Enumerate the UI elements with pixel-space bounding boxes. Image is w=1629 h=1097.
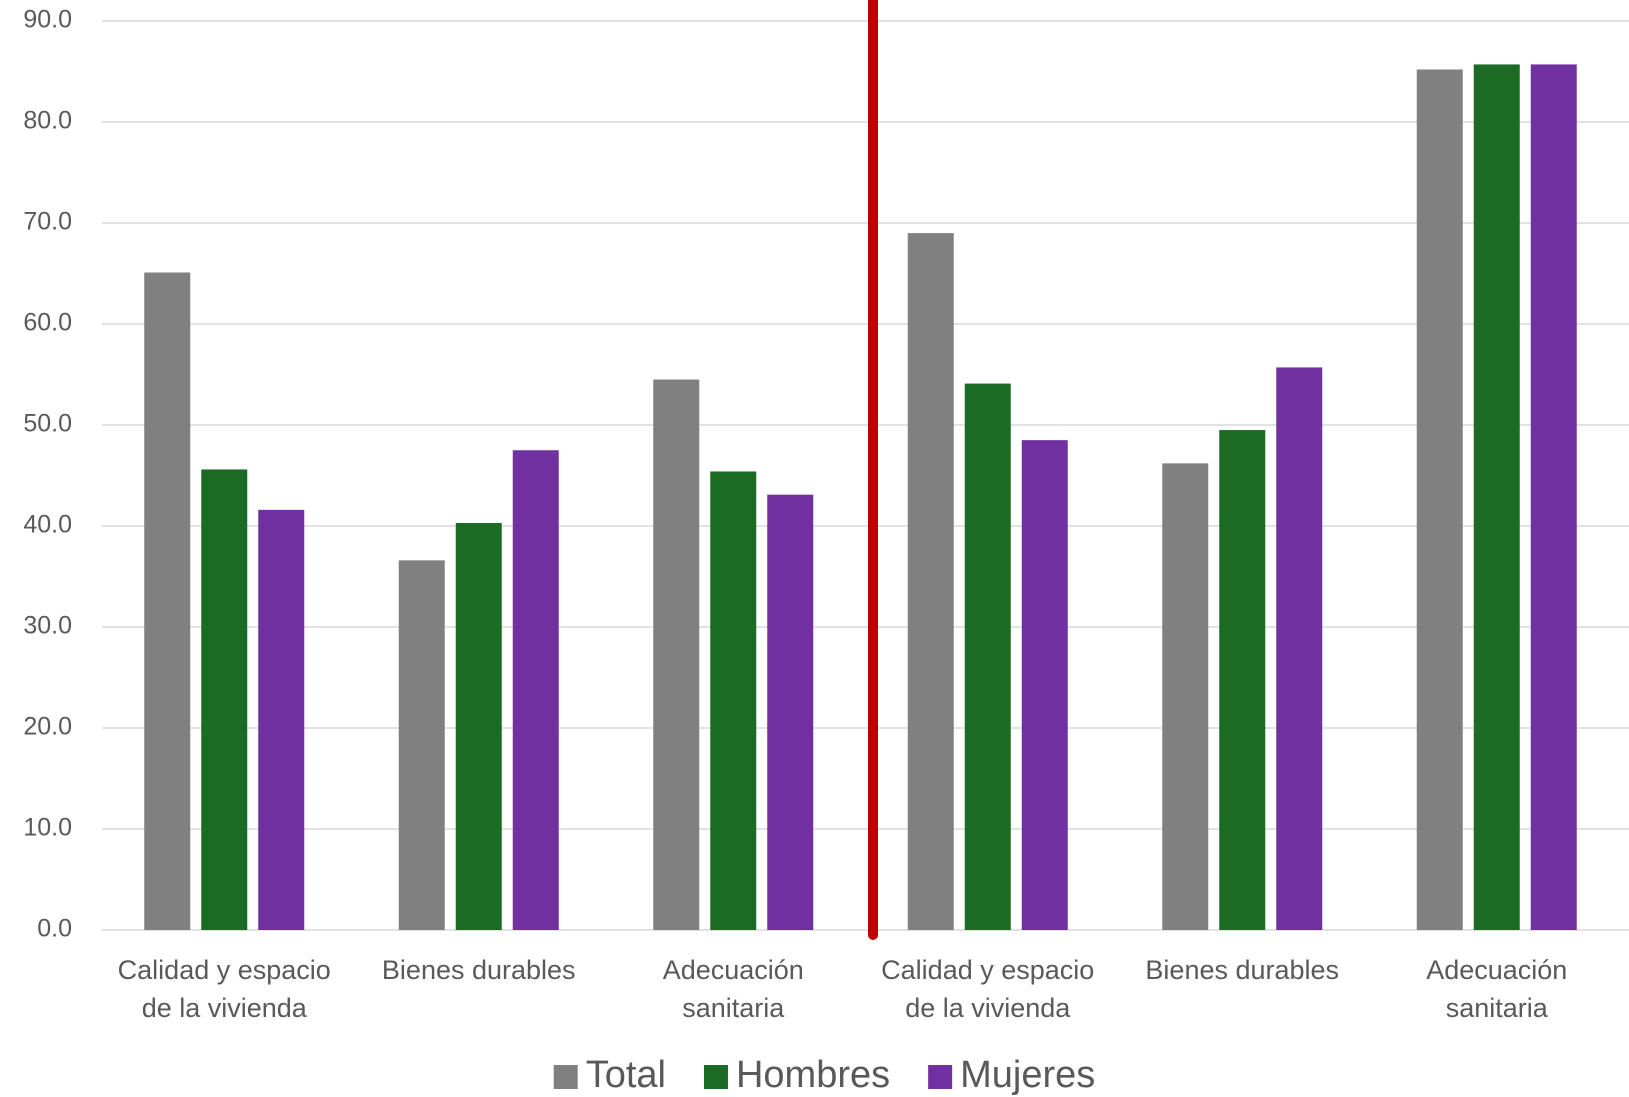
x-tick-label: Calidad y espacio bbox=[118, 955, 331, 985]
x-tick-label: Calidad y espacio bbox=[881, 955, 1094, 985]
legend-label: Mujeres bbox=[960, 1054, 1095, 1096]
bar bbox=[398, 560, 445, 930]
y-tick-label: 90.0 bbox=[23, 6, 72, 34]
bar bbox=[1473, 64, 1520, 931]
x-tick-label: de la vivienda bbox=[905, 993, 1071, 1023]
bar bbox=[258, 509, 305, 930]
legend-label: Total bbox=[586, 1054, 666, 1096]
bar bbox=[767, 494, 814, 930]
x-tick-label: de la vivienda bbox=[142, 993, 308, 1023]
y-tick-label: 0.0 bbox=[37, 915, 72, 943]
x-tick-label: sanitaria bbox=[1446, 993, 1549, 1023]
y-tick-label: 80.0 bbox=[23, 107, 72, 135]
x-tick-label: Bienes durables bbox=[382, 955, 576, 985]
bar bbox=[144, 272, 191, 930]
bar bbox=[964, 383, 1011, 931]
y-tick-label: 40.0 bbox=[23, 511, 72, 539]
bar bbox=[201, 469, 248, 930]
x-tick-label: Adecuación bbox=[663, 955, 804, 985]
legend-swatch bbox=[703, 1065, 728, 1089]
bar bbox=[1219, 430, 1266, 930]
bar bbox=[1276, 367, 1323, 930]
x-tick-label: Bienes durables bbox=[1145, 955, 1339, 985]
y-tick-label: 20.0 bbox=[23, 713, 72, 741]
y-tick-label: 10.0 bbox=[23, 814, 72, 842]
x-tick-label: sanitaria bbox=[682, 993, 785, 1023]
bar bbox=[455, 522, 502, 930]
x-tick-label: Adecuación bbox=[1426, 955, 1567, 985]
bar bbox=[1021, 440, 1068, 930]
bar bbox=[1162, 463, 1209, 930]
bar bbox=[710, 471, 757, 930]
y-tick-label: 30.0 bbox=[23, 612, 72, 640]
legend-swatch bbox=[553, 1065, 578, 1089]
y-tick-label: 50.0 bbox=[23, 410, 72, 438]
y-tick-label: 70.0 bbox=[23, 208, 72, 236]
bar bbox=[1416, 69, 1463, 931]
bar bbox=[512, 450, 559, 930]
legend-label: Hombres bbox=[736, 1054, 890, 1096]
bar bbox=[1530, 64, 1577, 931]
bar bbox=[907, 233, 954, 931]
bar bbox=[653, 379, 700, 930]
legend-swatch bbox=[928, 1065, 953, 1089]
y-tick-label: 60.0 bbox=[23, 309, 72, 337]
